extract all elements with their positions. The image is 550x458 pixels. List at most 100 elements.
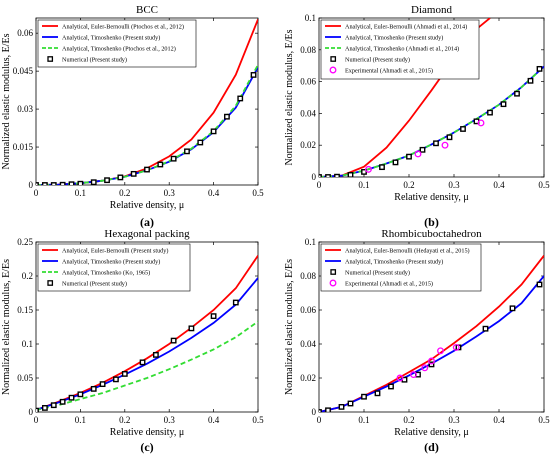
numerical-point [325, 174, 331, 177]
legend-swatch [47, 56, 54, 62]
x-tick-label: 0.5 [252, 415, 264, 425]
x-tick-label: 0.4 [493, 415, 505, 425]
numerical-point [419, 146, 426, 153]
legend-entry: Analytical, Timoshenko (Ahmadi et al., 2… [345, 45, 459, 52]
y-tick-label: 0.03 [17, 104, 33, 114]
legend-entry: Analytical, Euler-Bernoulli (Hedayati et… [345, 247, 470, 254]
numerical-point [433, 140, 439, 147]
y-tick-label: 0.1 [305, 13, 316, 23]
numerical-point [113, 376, 119, 383]
legend: Analytical, Euler-Bernoulli (Ahmadi et a… [320, 19, 480, 80]
chart-title: Rhombicuboctahedron [381, 228, 482, 240]
legend-entry: Numerical (Present study) [62, 56, 127, 63]
x-tick-label: 0.4 [208, 188, 220, 198]
legend-entry: Analytical, Timoshenko (Ko, 1965) [62, 269, 150, 276]
legend-swatch [329, 66, 337, 74]
y-tick-label: 0.02 [300, 140, 316, 150]
y-tick-label: 0.02 [300, 373, 316, 383]
numerical-point [482, 325, 489, 332]
numerical-point [104, 177, 110, 184]
y-tick-label: 0.2 [22, 271, 33, 281]
experimental-point [452, 343, 460, 351]
legend-entry: Analytical, Euler-Bernoulli (Present stu… [62, 247, 168, 254]
legend-box [37, 243, 191, 292]
series-line-3 [36, 320, 258, 411]
legend-entry: Analytical, Euler-Bernoulli (Ahmadi et a… [345, 23, 467, 30]
legend-entry: Experimental (Ahmadi et al., 2015) [345, 280, 433, 287]
numerical-point [237, 95, 244, 102]
experimental-point [410, 371, 417, 379]
legend-box [320, 243, 482, 292]
numerical-point [210, 313, 217, 320]
x-tick-label: 0.1 [75, 188, 86, 198]
y-tick-label: 0.1 [22, 339, 33, 349]
chart-title: Diamond [411, 4, 452, 16]
chart-panel-4: Rhombicuboctahedron 0 0.1 0.2 0.3 0.4 0.5 0 0.02… [284, 228, 550, 454]
legend: Analytical, Euler-Bernoulli (Hedayati et… [320, 243, 482, 292]
y-tick-label: 0.25 [17, 237, 33, 247]
numerical-point [536, 281, 543, 288]
numerical-point [77, 180, 84, 185]
numerical-point [319, 174, 322, 177]
y-tick-label: 0.08 [300, 45, 316, 55]
numerical-point [184, 148, 190, 155]
experimental-point [428, 357, 435, 365]
legend-entry: Analytical, Timoshenko (Ptochos et al., … [62, 45, 176, 52]
x-tick-label: 0.5 [538, 180, 550, 190]
numerical-point [121, 371, 128, 377]
numerical-point [117, 174, 124, 181]
y-axis-label: Normalized elastic modulus, E/Es [284, 259, 295, 395]
y-tick-label: 0.04 [300, 108, 316, 118]
numerical-point [527, 77, 534, 84]
numerical-point [210, 128, 217, 135]
numerical-point [514, 90, 520, 97]
numerical-point [50, 402, 57, 409]
x-tick-label: 0 [317, 415, 322, 425]
chart-panel-2: Diamond 0 0.1 0.2 0.3 0.4 0.5 0 0.02 0.04 0.06 0.08… [284, 4, 550, 229]
numerical-point [36, 182, 39, 185]
y-tick-label: 0.06 [300, 77, 316, 87]
experimental-point [441, 141, 449, 149]
numerical-point [90, 385, 97, 392]
chart-title: Hexagonal packing [104, 228, 190, 240]
x-axis-label: Relative density, μ [394, 427, 468, 438]
numerical-point [487, 109, 493, 116]
numerical-point [509, 305, 516, 312]
legend-entry: Analytical, Timoshenko (Present study) [345, 34, 443, 41]
numerical-point [130, 170, 137, 177]
y-tick-label: 0 [312, 172, 317, 182]
numerical-point [224, 113, 230, 120]
x-axis-label: Relative density, μ [110, 427, 184, 438]
legend-box [320, 19, 480, 80]
numerical-point [59, 181, 66, 185]
x-tick-label: 0 [317, 180, 322, 190]
y-tick-label: 0.015 [13, 142, 34, 152]
y-tick-label: 0 [29, 180, 34, 190]
numerical-point [388, 383, 394, 390]
legend-swatch [330, 269, 337, 275]
series-line-3 [319, 65, 544, 177]
x-tick-label: 0.2 [403, 415, 414, 425]
y-tick-label: 0.06 [17, 28, 33, 38]
x-tick-label: 0.4 [208, 415, 220, 425]
y-tick-label: 0.1 [305, 237, 316, 247]
y-tick-label: 0.045 [13, 66, 34, 76]
chart-panel-1: BCC 0 0.1 0.2 0.3 0.4 0.5 0 0.015 0.03 0.045 0.06 Re… [1, 4, 264, 229]
experimental-point [437, 347, 444, 355]
legend-entry: Numerical (Present study) [345, 269, 410, 276]
legend-entry: Analytical, Timoshenko (Present study) [62, 34, 160, 41]
y-tick-label: 0 [29, 407, 34, 417]
numerical-point [232, 299, 239, 306]
x-axis-label: Relative density, μ [110, 200, 184, 211]
x-tick-label: 0.1 [358, 180, 369, 190]
experimental-point [421, 364, 429, 372]
chart-panel-3: Hexagonal packing 0 0.1 0.2 0.3 0.4 0.5 0 0.05 0.… [1, 228, 264, 454]
y-tick-label: 0.08 [300, 271, 316, 281]
numerical-point [379, 164, 385, 171]
legend-entry: Numerical (Present study) [62, 280, 127, 287]
numerical-point [500, 101, 507, 108]
numerical-point [338, 404, 345, 410]
experimental-point [477, 119, 485, 127]
legend: Analytical, Euler-Bernoulli (Present stu… [37, 243, 191, 292]
